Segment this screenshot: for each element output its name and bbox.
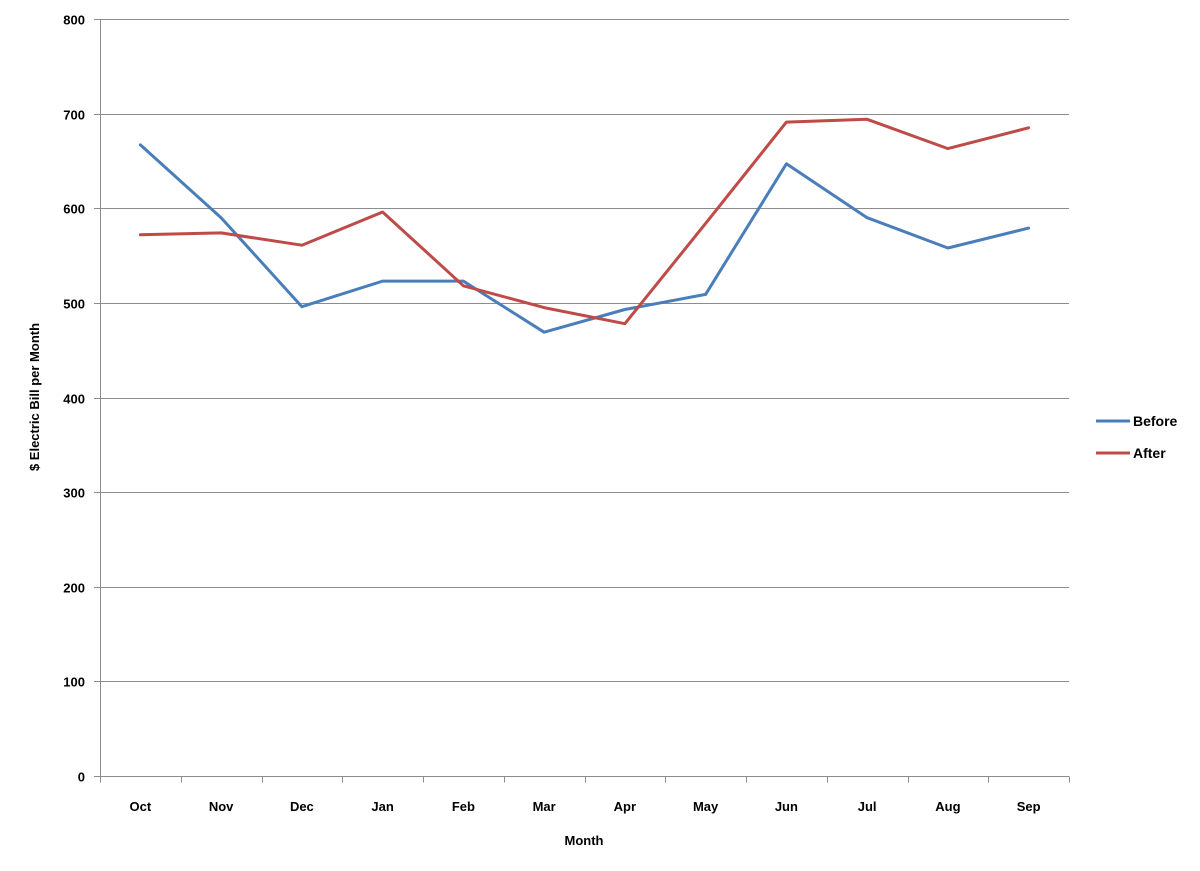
- y-tick-labels: 0 100 200 300 400 500 600 700 800: [63, 13, 85, 785]
- y-tick-label: 0: [78, 770, 85, 785]
- y-tick-label: 700: [63, 108, 85, 123]
- legend: Before After: [1096, 413, 1178, 461]
- axes: [94, 19, 1070, 783]
- series-line-after: [138, 117, 1031, 326]
- y-tick-label: 300: [63, 486, 85, 501]
- x-tick-label-jul: Jul: [858, 799, 877, 814]
- legend-label-before: Before: [1133, 413, 1178, 429]
- x-tick-label-sep: Sep: [1017, 799, 1041, 814]
- x-tick-label-feb: Feb: [452, 799, 475, 814]
- series-line-before: [138, 143, 1031, 334]
- y-tick-label: 100: [63, 675, 85, 690]
- x-tick-label-apr: Apr: [614, 799, 636, 814]
- x-tick-label-jan: Jan: [371, 799, 393, 814]
- y-tick-label: 800: [63, 13, 85, 28]
- x-tick-label-mar: Mar: [533, 799, 556, 814]
- x-tick-label-jun: Jun: [775, 799, 798, 814]
- gridlines: [100, 19, 1069, 682]
- y-axis-title: $ Electric Bill per Month: [27, 323, 42, 471]
- x-tick-label-aug: Aug: [935, 799, 960, 814]
- y-tick-label: 400: [63, 392, 85, 407]
- x-tick-label-nov: Nov: [209, 799, 234, 814]
- x-tick-labels: Oct Nov Dec Jan Feb Mar Apr May Jun Jul Aug Sep: [130, 799, 1041, 814]
- y-tick-label: 200: [63, 581, 85, 596]
- y-tick-label: 500: [63, 297, 85, 312]
- y-tick-label: 600: [63, 202, 85, 217]
- x-tick-label-oct: Oct: [130, 799, 152, 814]
- series-lines: [138, 117, 1031, 334]
- x-axis-title: Month: [565, 833, 604, 848]
- x-tick-label-may: May: [693, 799, 719, 814]
- x-tick-label-dec: Dec: [290, 799, 314, 814]
- legend-label-after: After: [1133, 445, 1166, 461]
